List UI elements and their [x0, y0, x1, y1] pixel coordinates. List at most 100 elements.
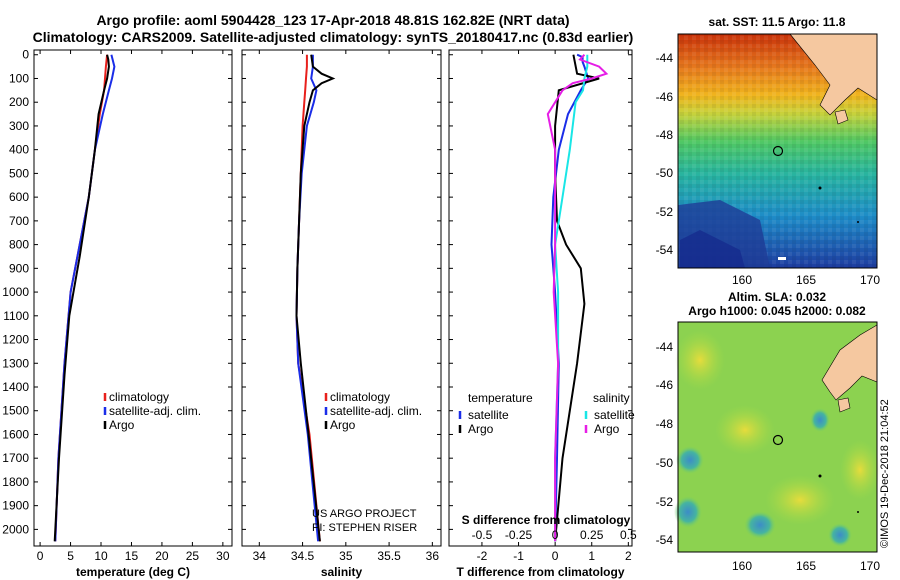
panel-temp: 0100200300400500600700800900100011001200… — [2, 48, 233, 579]
x-tick-label: -2 — [477, 549, 488, 563]
legend-label: satellite-adj. clim. — [330, 404, 422, 418]
x-tick-label: 34 — [253, 549, 267, 563]
series-line-argo — [53, 54, 110, 542]
project-annotation: US ARGO PROJECT — [312, 508, 417, 520]
secondary-tick-label: 0.25 — [580, 528, 604, 542]
sla-lat-label: -54 — [656, 533, 674, 547]
project-annotation: PI: STEPHEN RISER — [312, 522, 417, 534]
secondary-tick-label: -0.25 — [505, 528, 533, 542]
sst-lat-label: -48 — [656, 128, 674, 142]
series-group — [53, 54, 116, 542]
sla-lat-label: -44 — [656, 340, 674, 354]
legend-label: climatology — [109, 390, 169, 404]
y-tick-label: 600 — [9, 190, 29, 204]
sst-lat-label: -50 — [656, 166, 674, 180]
x-axis-label: T difference from climatology — [456, 565, 624, 579]
x-tick-label: 36 — [426, 549, 440, 563]
y-tick-label: 700 — [9, 214, 29, 228]
x-tick-label: 5 — [67, 549, 74, 563]
legend-label: Argo — [330, 418, 356, 432]
secondary-axis-label: S difference from climatology — [462, 513, 631, 527]
series-group — [546, 53, 609, 542]
x-tick-label: 0 — [552, 549, 559, 563]
sla-lat-label: -52 — [656, 495, 674, 509]
sst-lon-label: 160 — [732, 273, 752, 287]
y-tick-label: 400 — [9, 143, 29, 157]
y-tick-label: 1600 — [2, 427, 29, 441]
sla-map-title-line2: Argo h1000: 0.045 h2000: 0.082 — [688, 304, 866, 318]
legend-label: Argo — [468, 422, 494, 436]
y-tick-label: 100 — [9, 71, 29, 85]
y-tick-label: 500 — [9, 166, 29, 180]
sla-lat-label: -48 — [656, 417, 674, 431]
y-tick-label: 2000 — [2, 522, 29, 536]
legend-label: satellite-adj. clim. — [109, 404, 201, 418]
x-tick-label: 20 — [155, 549, 169, 563]
sla-map — [674, 321, 880, 553]
sla-lat-label: -50 — [656, 456, 674, 470]
y-tick-label: 1100 — [3, 309, 29, 323]
y-tick-label: 1400 — [2, 380, 29, 394]
x-tick-label: 10 — [94, 549, 108, 563]
y-tick-label: 300 — [9, 119, 29, 133]
secondary-tick-label: -0.5 — [472, 528, 493, 542]
x-tick-label: 15 — [125, 549, 139, 563]
y-tick-label: 1700 — [2, 451, 29, 465]
legend-label: satellite — [468, 408, 509, 422]
x-tick-label: 1 — [588, 549, 595, 563]
secondary-tick-label: 0 — [552, 528, 559, 542]
x-tick-label: 0 — [37, 549, 44, 563]
series-line-salinity-argo — [546, 54, 609, 542]
legend-label: Argo — [109, 418, 135, 432]
x-axis-label: salinity — [321, 565, 363, 579]
y-tick-label: 900 — [9, 261, 29, 275]
x-tick-label: 35 — [339, 549, 353, 563]
sst-lat-label: -44 — [656, 51, 674, 65]
sst-lat-label: -52 — [656, 205, 674, 219]
sla-lat-label: -46 — [656, 378, 674, 392]
sst-lon-label: 170 — [860, 273, 880, 287]
y-tick-label: 1200 — [2, 333, 29, 347]
x-tick-label: 25 — [186, 549, 200, 563]
x-axis-label: temperature (deg C) — [76, 565, 190, 579]
argo-location-marker-sla — [772, 434, 784, 446]
x-tick-label: 34.5 — [291, 549, 315, 563]
panel-sal: 34 34.5 35 35.5 36 salinity climatologysatelli… — [241, 49, 442, 579]
legend-label: climatology — [330, 390, 390, 404]
x-tick-label: 35.5 — [377, 549, 401, 563]
sla-map-title-line1: Altim. SLA: 0.032 — [728, 290, 826, 304]
legend-label: Argo — [594, 422, 620, 436]
x-tick-label: 30 — [216, 549, 230, 563]
y-tick-label: 1900 — [2, 499, 29, 513]
plot-frame-diff — [448, 49, 633, 547]
chart-title-line1: Argo profile: aoml 5904428_123 17-Apr-20… — [96, 12, 570, 28]
legend-heading: temperature — [468, 391, 533, 405]
series-line-temperature-argo — [554, 54, 600, 542]
sst-lat-label: -46 — [656, 90, 674, 104]
argo-location-marker — [772, 145, 784, 157]
y-tick-label: 1300 — [2, 356, 29, 370]
sla-lon-label: 165 — [796, 559, 816, 573]
x-tick-label: -1 — [513, 549, 524, 563]
legend-label: satellite — [594, 408, 635, 422]
chart-title-line2: Climatology: CARS2009. Satellite-adjuste… — [32, 29, 634, 45]
x-tick-label: 2 — [625, 549, 632, 563]
plot-frame-temp — [33, 49, 233, 547]
timestamp-stamp: ©IMOS 19-Dec-2018 21:04:52 — [879, 399, 891, 548]
sst-map — [677, 33, 878, 269]
plot-frame-sal — [241, 49, 442, 547]
series-line-argo — [295, 54, 336, 542]
y-tick-label: 1500 — [2, 404, 29, 418]
y-tick-label: 200 — [9, 95, 29, 109]
sla-lon-label: 160 — [732, 559, 752, 573]
series-group — [295, 54, 336, 542]
panel-diff: -2 -1 0 1 2T difference from climatology temp… — [448, 49, 637, 579]
sla-lon-label: 170 — [860, 559, 880, 573]
legend-heading: salinity — [593, 391, 630, 405]
landmass-sla — [821, 324, 878, 401]
sst-map-title: sat. SST: 11.5 Argo: 11.8 — [709, 15, 846, 29]
y-tick-label: 800 — [9, 238, 29, 252]
secondary-tick-label: 0.5 — [620, 528, 637, 542]
sst-lon-label: 165 — [796, 273, 816, 287]
